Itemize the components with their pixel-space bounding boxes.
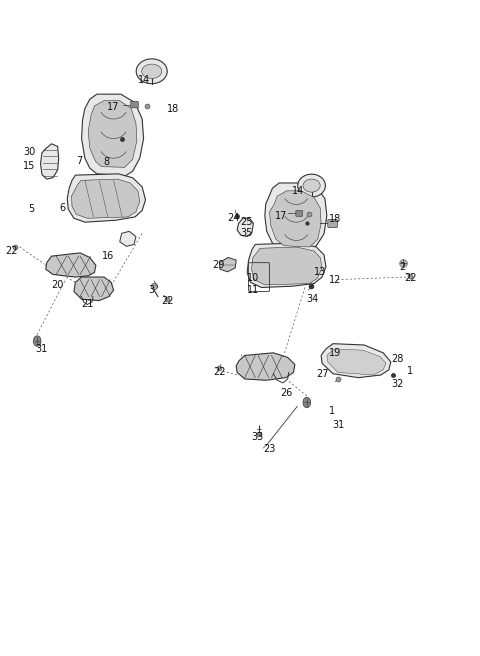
Polygon shape: [321, 344, 391, 378]
Text: 6: 6: [60, 203, 66, 213]
FancyBboxPatch shape: [296, 211, 302, 216]
Polygon shape: [327, 349, 386, 375]
Text: 1: 1: [329, 406, 335, 416]
Polygon shape: [219, 257, 236, 272]
Text: 22: 22: [161, 296, 174, 306]
Text: 22: 22: [405, 274, 417, 283]
Polygon shape: [120, 232, 136, 247]
Text: 25: 25: [240, 216, 253, 226]
Text: 22: 22: [213, 367, 225, 377]
Text: 7: 7: [76, 156, 82, 167]
FancyBboxPatch shape: [131, 101, 138, 108]
Text: 31: 31: [332, 420, 345, 430]
Polygon shape: [236, 353, 295, 380]
Text: 31: 31: [35, 344, 47, 354]
Text: 13: 13: [314, 268, 326, 277]
Polygon shape: [88, 100, 137, 167]
Polygon shape: [237, 218, 253, 237]
Text: 28: 28: [391, 354, 404, 363]
Polygon shape: [270, 191, 321, 247]
Text: 21: 21: [81, 300, 94, 310]
Circle shape: [303, 398, 311, 407]
Text: 5: 5: [28, 204, 35, 214]
Text: 3: 3: [149, 285, 155, 295]
Text: 11: 11: [247, 285, 259, 295]
Polygon shape: [72, 179, 140, 218]
Polygon shape: [252, 247, 322, 285]
Polygon shape: [74, 277, 114, 300]
Text: 19: 19: [329, 348, 342, 358]
Ellipse shape: [136, 59, 167, 84]
Text: 8: 8: [103, 157, 109, 167]
Text: 29: 29: [212, 260, 224, 270]
Text: 18: 18: [329, 214, 342, 224]
Text: 17: 17: [275, 211, 287, 220]
Text: 24: 24: [228, 213, 240, 223]
Polygon shape: [40, 144, 59, 179]
Polygon shape: [247, 243, 326, 287]
Text: 35: 35: [240, 228, 253, 238]
Text: 14: 14: [292, 186, 304, 196]
Text: 18: 18: [167, 104, 180, 113]
Polygon shape: [46, 253, 96, 277]
Ellipse shape: [298, 174, 325, 197]
Text: 20: 20: [51, 280, 64, 290]
Text: 30: 30: [23, 147, 35, 157]
Text: 17: 17: [108, 102, 120, 112]
Text: 23: 23: [264, 445, 276, 455]
Text: 32: 32: [391, 379, 404, 388]
Text: 14: 14: [138, 75, 151, 85]
FancyBboxPatch shape: [328, 220, 337, 228]
Text: 34: 34: [306, 295, 318, 304]
Text: 12: 12: [329, 275, 342, 285]
Circle shape: [34, 336, 41, 346]
Polygon shape: [82, 94, 144, 176]
Polygon shape: [265, 183, 327, 251]
Polygon shape: [67, 174, 145, 222]
Text: 2: 2: [399, 262, 406, 272]
Text: 27: 27: [316, 369, 328, 379]
Text: 33: 33: [252, 432, 264, 442]
Text: 22: 22: [6, 246, 18, 256]
Text: 10: 10: [247, 273, 259, 283]
Text: 1: 1: [407, 366, 413, 376]
Text: 26: 26: [281, 388, 293, 398]
Ellipse shape: [303, 179, 320, 192]
Text: 16: 16: [102, 251, 114, 261]
Text: 15: 15: [23, 161, 35, 171]
Ellipse shape: [142, 64, 162, 79]
